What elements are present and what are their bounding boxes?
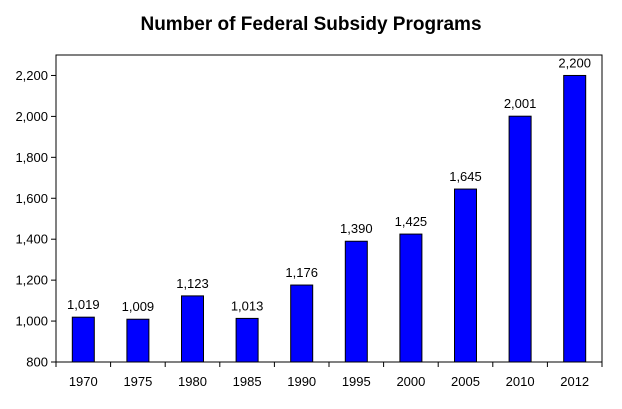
x-tick-label-2012: 2012 — [560, 374, 589, 389]
y-tick-label: 2,000 — [15, 109, 48, 124]
data-label-2012: 2,200 — [558, 55, 591, 70]
bar-1985 — [235, 317, 259, 363]
bar-1980 — [181, 295, 204, 363]
data-label-1970: 1,019 — [67, 297, 100, 312]
data-label-2000: 1,425 — [395, 214, 428, 229]
x-tick-label-2005: 2005 — [451, 374, 480, 389]
x-tick-label-1980: 1980 — [178, 374, 207, 389]
data-label-1990: 1,176 — [285, 265, 318, 280]
y-tick-label: 1,800 — [15, 150, 48, 165]
bar-1990 — [290, 284, 314, 363]
bar-2000 — [399, 233, 423, 363]
y-tick-label: 800 — [26, 355, 48, 370]
data-label-1975: 1,009 — [122, 299, 155, 314]
data-label-1980: 1,123 — [176, 276, 209, 291]
data-label-2010: 2,001 — [504, 96, 537, 111]
x-tick-label-1975: 1975 — [123, 374, 152, 389]
bar-2010 — [508, 115, 532, 363]
y-tick-label: 1,600 — [15, 191, 48, 206]
x-tick-label-1970: 1970 — [69, 374, 98, 389]
x-tick-label-2000: 2000 — [396, 374, 425, 389]
data-label-1995: 1,390 — [340, 221, 373, 236]
y-tick-label: 1,200 — [15, 273, 48, 288]
y-tick-label: 2,200 — [15, 68, 48, 83]
data-label-1985: 1,013 — [231, 298, 264, 313]
bar-1975 — [126, 318, 150, 363]
x-tick-label-2010: 2010 — [506, 374, 535, 389]
bar-1970 — [71, 316, 95, 363]
bar-1995 — [344, 240, 368, 363]
y-tick-label: 1,400 — [15, 232, 48, 247]
x-tick-label-1995: 1995 — [342, 374, 371, 389]
bar-2012 — [563, 74, 587, 363]
chart-title: Number of Federal Subsidy Programs — [140, 14, 482, 35]
y-tick-label: 1,000 — [15, 314, 48, 329]
x-tick-label-1990: 1990 — [287, 374, 316, 389]
data-label-2005: 1,645 — [449, 169, 482, 184]
bar-2005 — [454, 188, 477, 363]
x-tick-label-1985: 1985 — [233, 374, 262, 389]
